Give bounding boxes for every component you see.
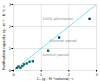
svg-text:Summer period: Summer period bbox=[49, 39, 76, 43]
svg-text:100% elimination: 100% elimination bbox=[43, 17, 74, 21]
svg-text:0: 0 bbox=[12, 72, 14, 76]
svg-text:Purification capacity (g . m⁻³: Purification capacity (g . m⁻³ . h⁻¹) → bbox=[2, 5, 6, 70]
svg-text:Autumn period: Autumn period bbox=[43, 53, 69, 57]
svg-text:0: 0 bbox=[9, 69, 11, 73]
svg-text:1: 1 bbox=[9, 47, 11, 51]
svg-text:Cᵥ (g . M⁻³volume) →: Cᵥ (g . M⁻³volume) → bbox=[37, 77, 74, 81]
svg-text:3: 3 bbox=[95, 72, 97, 76]
svg-text:2: 2 bbox=[67, 72, 70, 77]
svg-text:3: 3 bbox=[9, 3, 11, 7]
svg-text:1: 1 bbox=[40, 72, 43, 77]
svg-text:2: 2 bbox=[9, 25, 11, 29]
